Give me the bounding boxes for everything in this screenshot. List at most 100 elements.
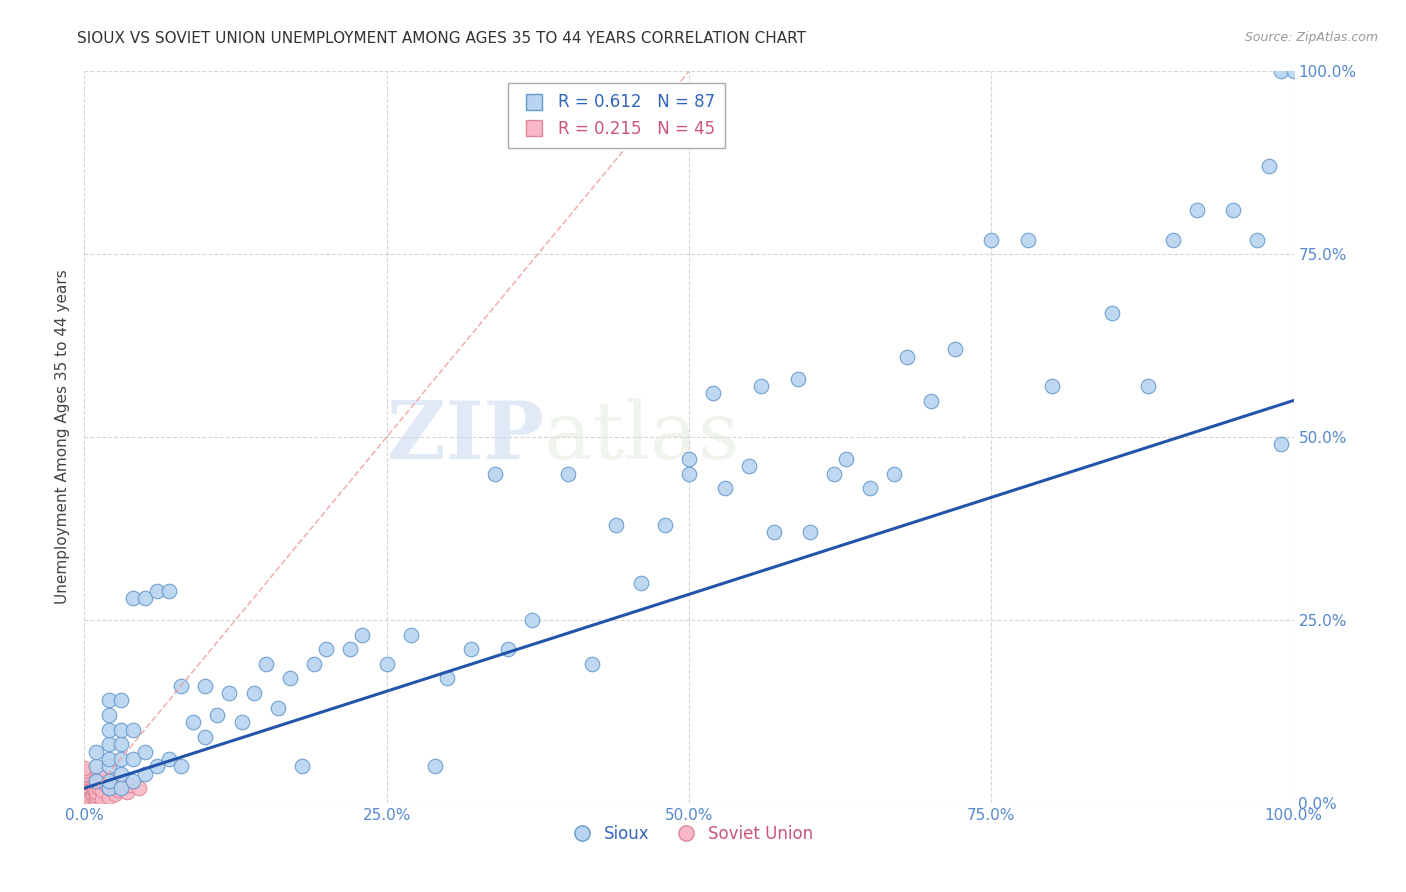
- Point: [980, 233, 1002, 247]
- Point: [94, 778, 117, 792]
- Point: [231, 715, 253, 730]
- Point: [702, 386, 724, 401]
- Point: [121, 591, 143, 605]
- Point: [86, 759, 108, 773]
- Point: [654, 517, 676, 532]
- Point: [121, 773, 143, 788]
- Point: [110, 737, 132, 751]
- Point: [73, 796, 96, 810]
- Point: [291, 759, 314, 773]
- Point: [110, 766, 132, 780]
- Point: [1270, 437, 1292, 451]
- Point: [73, 775, 96, 789]
- Point: [557, 467, 579, 481]
- Point: [115, 785, 138, 799]
- Point: [86, 789, 108, 803]
- Point: [242, 686, 264, 700]
- Point: [267, 700, 290, 714]
- Point: [315, 642, 337, 657]
- Point: [1270, 64, 1292, 78]
- Point: [97, 781, 120, 796]
- Point: [134, 591, 156, 605]
- Point: [134, 766, 156, 780]
- Point: [799, 525, 821, 540]
- Point: [1040, 379, 1063, 393]
- Point: [714, 481, 737, 495]
- Y-axis label: Unemployment Among Ages 35 to 44 years: Unemployment Among Ages 35 to 44 years: [55, 269, 70, 605]
- Point: [73, 778, 96, 792]
- Point: [859, 481, 882, 495]
- Point: [110, 752, 132, 766]
- Point: [83, 780, 105, 794]
- Point: [181, 715, 204, 730]
- Point: [207, 708, 229, 723]
- Point: [97, 737, 120, 751]
- Point: [896, 350, 918, 364]
- Point: [73, 792, 96, 806]
- Point: [218, 686, 240, 700]
- Point: [883, 467, 905, 481]
- Point: [1282, 64, 1305, 78]
- Point: [121, 723, 143, 737]
- Point: [73, 781, 96, 796]
- Point: [97, 789, 120, 804]
- Point: [104, 787, 127, 801]
- Point: [1222, 203, 1244, 218]
- Point: [110, 775, 132, 789]
- Point: [630, 576, 652, 591]
- Point: [302, 657, 325, 671]
- Point: [100, 772, 122, 787]
- Point: [87, 781, 110, 796]
- Point: [146, 759, 169, 773]
- Point: [73, 761, 96, 775]
- Point: [73, 789, 96, 803]
- Point: [194, 679, 217, 693]
- Point: [134, 745, 156, 759]
- Point: [97, 759, 120, 773]
- Point: [278, 672, 301, 686]
- Point: [157, 583, 180, 598]
- Text: atlas: atlas: [544, 398, 740, 476]
- Point: [1161, 233, 1184, 247]
- Point: [146, 583, 169, 598]
- Point: [73, 789, 96, 804]
- Point: [1258, 160, 1281, 174]
- Point: [436, 672, 458, 686]
- Point: [496, 642, 519, 657]
- Point: [605, 517, 627, 532]
- Point: [73, 773, 96, 788]
- Point: [1017, 233, 1039, 247]
- Point: [86, 745, 108, 759]
- Point: [520, 613, 543, 627]
- Point: [423, 759, 446, 773]
- Point: [86, 773, 108, 788]
- Point: [73, 772, 96, 787]
- Point: [87, 773, 110, 788]
- Point: [73, 764, 96, 779]
- Point: [399, 627, 422, 641]
- Text: Source: ZipAtlas.com: Source: ZipAtlas.com: [1244, 31, 1378, 45]
- Point: [678, 452, 700, 467]
- Point: [170, 679, 193, 693]
- Point: [97, 773, 120, 788]
- Point: [97, 723, 120, 737]
- Point: [107, 782, 129, 797]
- Point: [581, 657, 603, 671]
- Point: [73, 768, 96, 782]
- Point: [86, 794, 108, 808]
- Point: [91, 792, 114, 806]
- Point: [79, 794, 101, 808]
- Point: [835, 452, 858, 467]
- Point: [73, 780, 96, 794]
- Point: [157, 752, 180, 766]
- Point: [120, 778, 142, 792]
- Point: [79, 792, 101, 806]
- Point: [83, 782, 105, 797]
- Text: ZIP: ZIP: [387, 398, 544, 476]
- Point: [1101, 306, 1123, 320]
- Point: [82, 787, 104, 801]
- Point: [97, 752, 120, 766]
- Point: [89, 768, 111, 782]
- Point: [1185, 203, 1208, 218]
- Point: [97, 693, 120, 707]
